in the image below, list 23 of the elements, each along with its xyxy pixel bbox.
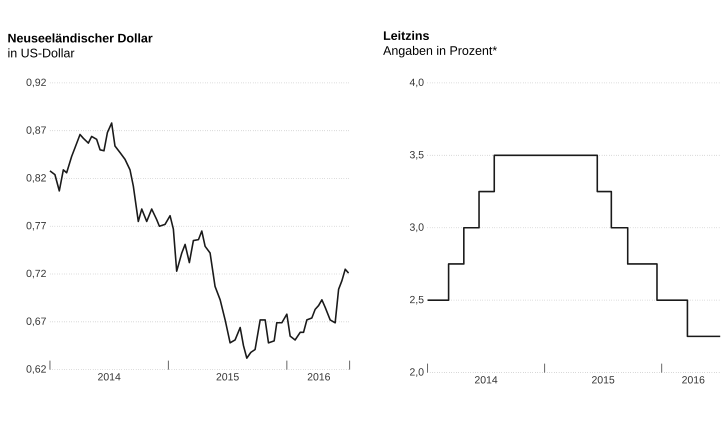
chart-subtitle: in US-Dollar <box>8 48 74 58</box>
x-tick-label: 2015 <box>216 373 239 381</box>
y-tick-label: 0,77 <box>26 222 46 231</box>
y-tick-label: 0,82 <box>26 174 46 184</box>
y-tick-label: 3,5 <box>410 151 424 160</box>
x-tick-label: 2016 <box>682 376 704 384</box>
x-tick-label: 2016 <box>308 373 330 381</box>
x-tick-label: 2015 <box>592 376 614 384</box>
y-tick-label: 0,72 <box>26 270 46 279</box>
y-tick-label: 4,0 <box>410 78 424 88</box>
chart-subtitle: Angaben in Prozent* <box>383 46 497 58</box>
y-tick-label: 2,0 <box>410 368 424 378</box>
y-tick-label: 2,5 <box>410 296 424 305</box>
y-tick-label: 0,67 <box>26 318 46 326</box>
y-tick-label: 0,92 <box>26 78 46 88</box>
x-tick-label: 2014 <box>474 376 498 384</box>
chart-title: Leitzins <box>384 31 429 40</box>
y-tick-label: 0,62 <box>26 366 46 374</box>
line-series <box>49 122 350 360</box>
x-tick-label: 2014 <box>98 373 120 381</box>
y-tick-label: 3,0 <box>410 224 424 232</box>
chart-title: Neuseeländischer Dollar <box>8 34 152 43</box>
y-tick-label: 0,87 <box>26 126 46 136</box>
